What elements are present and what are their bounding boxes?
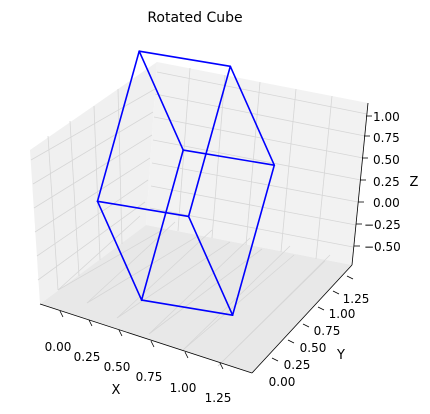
y-ticks [271,275,354,362]
z-tick-label: 0.00 [373,196,400,210]
cube-edge [187,65,232,218]
x-tick-label: 0.50 [104,360,131,374]
y-tick-label: 0.00 [269,375,296,389]
chart-title: Rotated Cube [147,10,242,26]
cube-edge [96,50,140,203]
y-tick-label: 1.00 [329,307,356,321]
x-tick-label: 0.25 [74,350,101,364]
z-tick-label: 0.50 [373,153,400,167]
cube-edge [187,215,234,317]
cube-edge [229,65,276,166]
z-tick-label: 1.00 [373,110,400,124]
y-axis-label: Y [336,348,345,363]
cube-edge [182,149,276,166]
cube-edge [138,50,184,151]
z-axis-line [351,102,369,266]
left-pane [30,62,157,304]
cube-edge [96,200,143,301]
z-tick-label: 0.25 [373,175,400,189]
cube-edge [138,50,232,68]
x-tick-label: 1.00 [170,381,197,395]
cube-edge [140,299,234,317]
z-axis-label: Z [410,175,419,190]
z-ticks [354,115,372,247]
z-tick-label: −0.50 [364,240,401,254]
y-tick-label: 0.50 [300,341,327,355]
z-tick-label: −0.25 [364,218,401,232]
y-tick-label: 0.25 [284,358,311,372]
x-tick-label: 0.75 [136,370,163,384]
y-tick-label: 0.75 [314,324,341,338]
x-tick-label: 1.25 [205,391,232,405]
x-tick-label: 0.00 [45,340,72,354]
z-tick-label: 0.75 [373,131,400,145]
cube-edge [140,149,184,301]
axis-lines [39,102,369,374]
back-pane [146,62,368,265]
y-tick-label: 1.25 [343,292,370,306]
cube-edge [96,200,190,218]
x-axis-line [39,303,253,374]
cube-edge [231,164,276,317]
y-axis-line [251,264,353,374]
cube-wireframe [96,50,276,317]
x-axis-label: X [112,383,121,398]
x-ticks [59,310,224,370]
